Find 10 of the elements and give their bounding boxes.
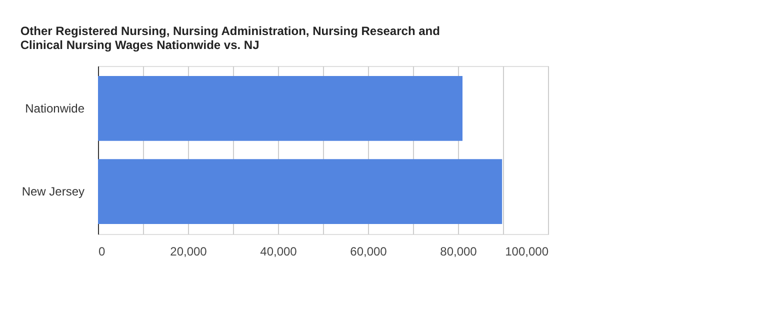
text: Clinical Nursing Wages Nationwide vs. NJ bbox=[20, 38, 260, 52]
x-tick-label: 20,000 bbox=[170, 244, 208, 258]
text: Other Registered Nursing, Nursing Administration, Nursing Research and bbox=[20, 24, 440, 38]
x-tick-label: 40,000 bbox=[260, 244, 298, 258]
y-tick-label: Nationwide bbox=[25, 101, 85, 116]
x-tick-label: 60,000 bbox=[350, 244, 388, 258]
x-tick-label: 100,000 bbox=[505, 244, 549, 258]
y-tick-label: New Jersey bbox=[22, 184, 84, 199]
x-tick-label: 80,000 bbox=[440, 244, 478, 258]
x-tick-label: 0 bbox=[98, 244, 106, 258]
